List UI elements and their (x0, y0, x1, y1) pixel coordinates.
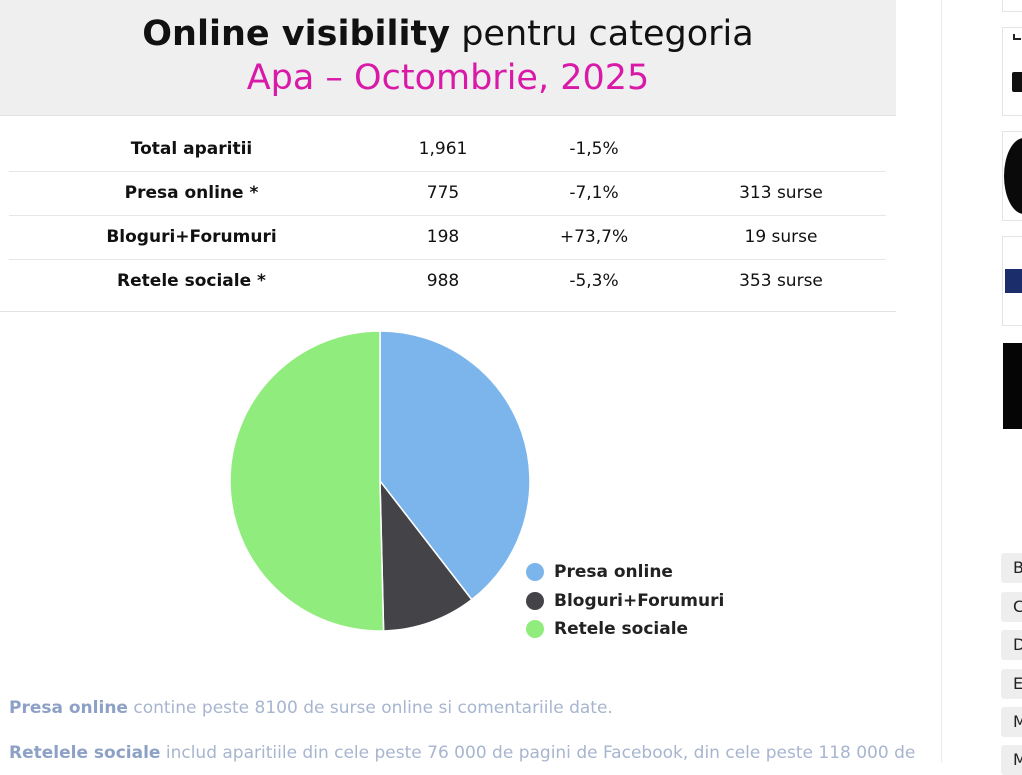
note-bold: Retelele sociale (9, 743, 161, 763)
pie-chart (229, 330, 531, 632)
legend-marker (526, 620, 544, 638)
row-sources: 19 surse (744, 227, 818, 247)
row-count: 775 (426, 183, 460, 203)
row-count: 1,961 (418, 139, 468, 159)
sidebar-card[interactable] (1002, 236, 1022, 326)
legend-label: Presa online (554, 562, 673, 582)
row-change: -5,3% (569, 271, 619, 291)
page-title: Online visibility pentru categoria (0, 12, 896, 56)
section-divider (0, 311, 896, 312)
pie-slice-retele-sociale[interactable] (229, 330, 385, 632)
pie-slice-bloguri-forumuri[interactable] (379, 480, 473, 632)
stats-row: Bloguri+Forumuri 198 +73,7% 19 surse (9, 216, 886, 260)
stats-row: Retele sociale * 988 -5,3% 353 surse (9, 260, 886, 303)
row-label: Retele sociale * (117, 271, 266, 291)
logo-fragment (1012, 72, 1022, 92)
sidebar-card[interactable] (1002, 131, 1022, 221)
sidebar-tag[interactable]: B (1001, 553, 1022, 583)
legend-marker (526, 591, 544, 610)
note-retele: Retelele sociale includ aparitiile din c… (9, 743, 915, 763)
row-label: Total aparitii (130, 139, 253, 159)
row-change: -1,5% (569, 139, 619, 159)
sidebar-tag[interactable]: M (1001, 707, 1022, 737)
row-change: +73,7% (559, 227, 629, 247)
sidebar-tag[interactable]: C (1001, 592, 1022, 622)
logo-fragment (1013, 34, 1021, 40)
row-label: Bloguri+Forumuri (106, 227, 277, 247)
sidebar-tag[interactable]: E (1001, 669, 1022, 699)
legend-label: Bloguri+Forumuri (554, 590, 725, 611)
row-count: 198 (426, 227, 460, 247)
row-sources: 313 surse (739, 183, 823, 203)
main-content: Online visibility pentru categoria Apa –… (0, 0, 915, 763)
sidebar-card[interactable] (1002, 27, 1022, 116)
sidebar-tag[interactable]: D (1001, 630, 1022, 660)
title-rest: pentru categoria (461, 14, 754, 54)
column-separator (941, 0, 942, 763)
page-subtitle: Apa – Octombrie, 2025 (246, 58, 650, 98)
sidebar-banner[interactable] (1003, 343, 1022, 429)
legend-marker (526, 563, 544, 581)
note-presa: Presa online contine peste 8100 de surse… (9, 698, 613, 718)
logo-fragment (1005, 269, 1022, 293)
sidebar-tag[interactable]: M (1001, 745, 1022, 775)
row-count: 988 (426, 271, 460, 291)
note-text: includ aparitiile din cele peste 76 000 … (160, 743, 916, 763)
legend-label: Retele sociale (554, 619, 689, 639)
pie-slice-presa-online[interactable] (379, 330, 531, 601)
stats-table: Total aparitii 1,961 -1,5% Presa online … (9, 128, 886, 303)
logo-fragment (1004, 138, 1022, 214)
row-sources: 353 surse (739, 271, 823, 291)
stats-row: Presa online * 775 -7,1% 313 surse (9, 172, 886, 216)
stats-row: Total aparitii 1,961 -1,5% (9, 128, 886, 172)
sidebar-card[interactable] (1002, 0, 1022, 12)
title-bold: Online visibility (142, 14, 451, 54)
note-bold: Presa online (9, 698, 128, 718)
note-text: contine peste 8100 de surse online si co… (127, 698, 613, 718)
report-header: Online visibility pentru categoria Apa –… (0, 0, 896, 116)
row-label: Presa online * (124, 183, 259, 203)
row-change: -7,1% (569, 183, 619, 203)
